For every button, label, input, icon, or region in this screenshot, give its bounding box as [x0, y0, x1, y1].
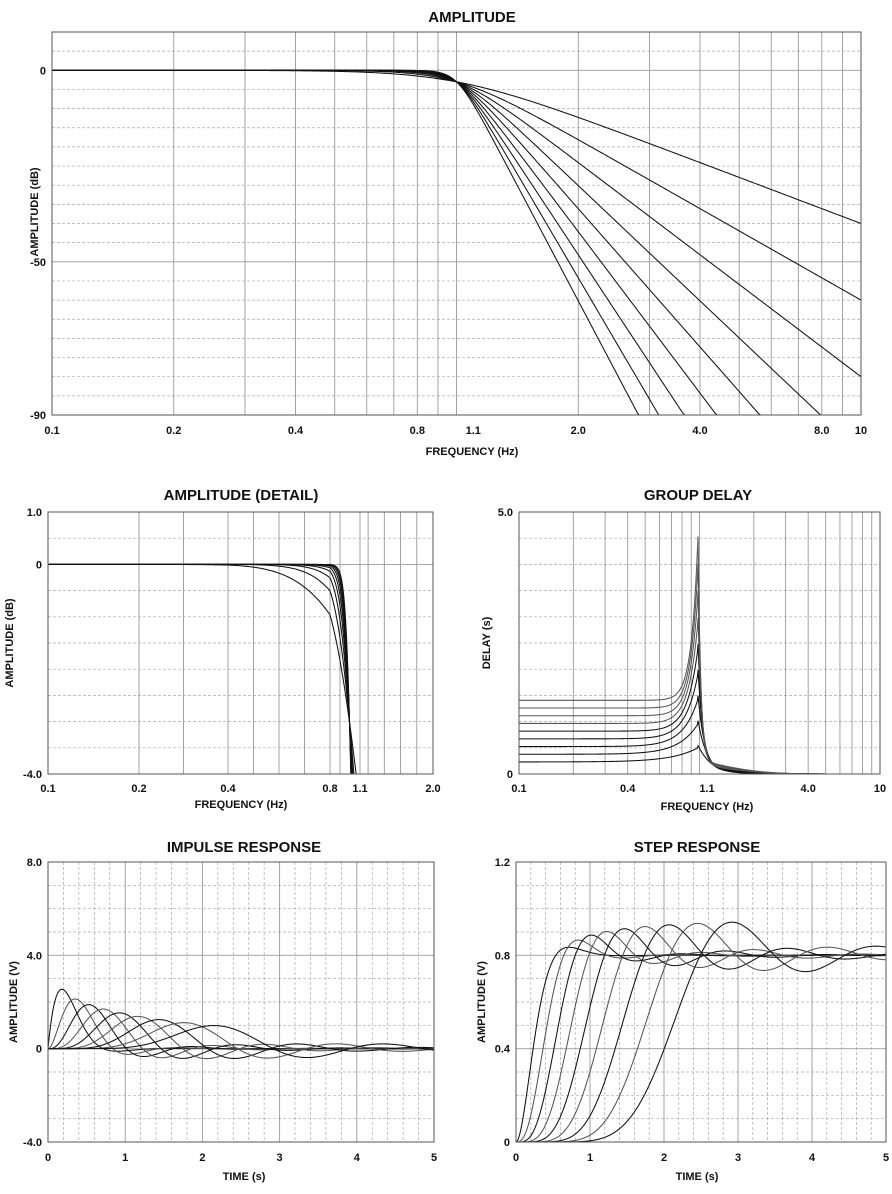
series-line: [515, 939, 886, 1143]
x-tick-label: 0.4: [220, 783, 236, 795]
plot-frame: [47, 861, 435, 1143]
y-tick-label: 0: [507, 769, 513, 781]
x-tick-label: 10: [874, 783, 886, 795]
chart-title: IMPULSE RESPONSE: [167, 839, 321, 856]
x-axis-label: FREQUENCY (Hz): [426, 446, 519, 458]
x-tick-label: 3: [277, 1152, 283, 1164]
x-tick-label: 4.0: [692, 425, 707, 437]
x-tick-label: 4.0: [801, 783, 816, 795]
amplitude-detail-chart: 0.1 0.2 0.4 0.8 1.1 2.0 1.0 0 -4.0 AMPLITUDE (DET…: [4, 487, 441, 811]
x-tick-label: 1.1: [699, 783, 714, 795]
group-delay-chart: 0.1 0.4 1.1 4.0 10 5.0 0 GROUP DELAY FREQUENCY (…: [481, 487, 886, 813]
x-tick-label: 1: [122, 1152, 128, 1164]
x-tick-label: 5: [431, 1152, 437, 1164]
y-axis-label: AMPLITUDE (V): [476, 961, 488, 1043]
amplitude-chart: 0.1 0.2 0.4 0.8 1.1 2.0 4.0 8.0 10 0 -50 -90 AMPLITU…: [29, 9, 867, 458]
x-tick-label: 1.1: [466, 425, 481, 437]
x-tick-label: 2: [661, 1152, 667, 1164]
x-tick-label: 0.1: [44, 425, 59, 437]
y-tick-label: 1.2: [495, 857, 510, 869]
series-line: [48, 1015, 435, 1060]
plot-frame: [47, 511, 434, 775]
series-line: [516, 926, 887, 1143]
y-tick-label: 0: [40, 65, 46, 77]
x-axis-label: FREQUENCY (Hz): [661, 801, 754, 813]
series-line: [516, 922, 887, 1143]
y-tick-label: 4.0: [27, 950, 42, 962]
x-tick-label: 0.4: [288, 425, 304, 437]
x-tick-label: 0.8: [322, 783, 337, 795]
plot-frame: [51, 31, 862, 416]
x-tick-label: 8.0: [814, 425, 829, 437]
y-axis-label: AMPLITUDE (dB): [29, 167, 41, 257]
series-line: [47, 998, 434, 1055]
x-tick-label: 0: [45, 1152, 51, 1164]
x-tick-label: 4: [354, 1152, 361, 1164]
x-tick-label: 2.0: [571, 425, 586, 437]
series-line: [515, 946, 886, 1143]
x-tick-label: 3: [735, 1152, 741, 1164]
x-tick-label: 0.1: [511, 783, 526, 795]
x-tick-label: 4: [809, 1152, 816, 1164]
series-line: [516, 934, 886, 1143]
chart-title: AMPLITUDE: [428, 9, 516, 26]
series-line: [48, 1019, 435, 1059]
y-tick-label: -50: [30, 257, 46, 269]
y-tick-label: 1.0: [27, 507, 42, 519]
y-tick-label: -4.0: [23, 769, 42, 781]
y-tick-label: -4.0: [23, 1137, 42, 1149]
y-tick-label: 0.4: [495, 1044, 511, 1056]
y-tick-label: 0.8: [495, 950, 510, 962]
x-tick-label: 1.1: [352, 783, 367, 795]
chart-title: AMPLITUDE (DETAIL): [164, 487, 319, 504]
x-tick-label: 2.0: [425, 783, 440, 795]
x-tick-label: 0.4: [620, 783, 636, 795]
series-line: [516, 928, 887, 1143]
y-tick-label: 8.0: [27, 857, 42, 869]
x-tick-label: 0.2: [166, 425, 181, 437]
series-line: [48, 563, 352, 775]
chart-title: GROUP DELAY: [644, 487, 752, 504]
series-line: [48, 1025, 435, 1059]
plot-frame: [518, 511, 881, 775]
y-axis-label: AMPLITUDE (V): [8, 961, 20, 1043]
x-tick-label: 2: [199, 1152, 205, 1164]
y-tick-label: 5.0: [498, 507, 513, 519]
step-response-chart: 0 1 2 3 4 5 1.2 0.8 0.4 0 STEP RESPONSE TIME (s) AMP…: [476, 839, 889, 1183]
x-axis-label: FREQUENCY (Hz): [195, 799, 288, 811]
y-axis-label: DELAY (s): [481, 616, 493, 669]
x-tick-label: 0.1: [40, 783, 55, 795]
x-tick-label: 5: [883, 1152, 889, 1164]
chart-title: STEP RESPONSE: [634, 839, 760, 856]
x-axis-label: TIME (s): [223, 1171, 266, 1183]
x-tick-label: 0.8: [410, 425, 425, 437]
x-tick-label: 1: [587, 1152, 593, 1164]
x-tick-label: 0: [513, 1152, 519, 1164]
y-tick-label: 0: [36, 1044, 42, 1056]
y-tick-label: -90: [30, 410, 46, 422]
series-line: [52, 69, 640, 416]
x-tick-label: 0.2: [131, 783, 146, 795]
y-tick-label: 0: [504, 1137, 510, 1149]
y-axis-label: AMPLITUDE (dB): [4, 598, 16, 688]
x-axis-label: TIME (s): [676, 1171, 719, 1183]
plot-frame: [515, 861, 887, 1143]
series-line: [516, 924, 887, 1143]
y-tick-label: 0: [36, 559, 42, 571]
series-line: [48, 1022, 435, 1059]
x-tick-label: 10: [855, 425, 867, 437]
